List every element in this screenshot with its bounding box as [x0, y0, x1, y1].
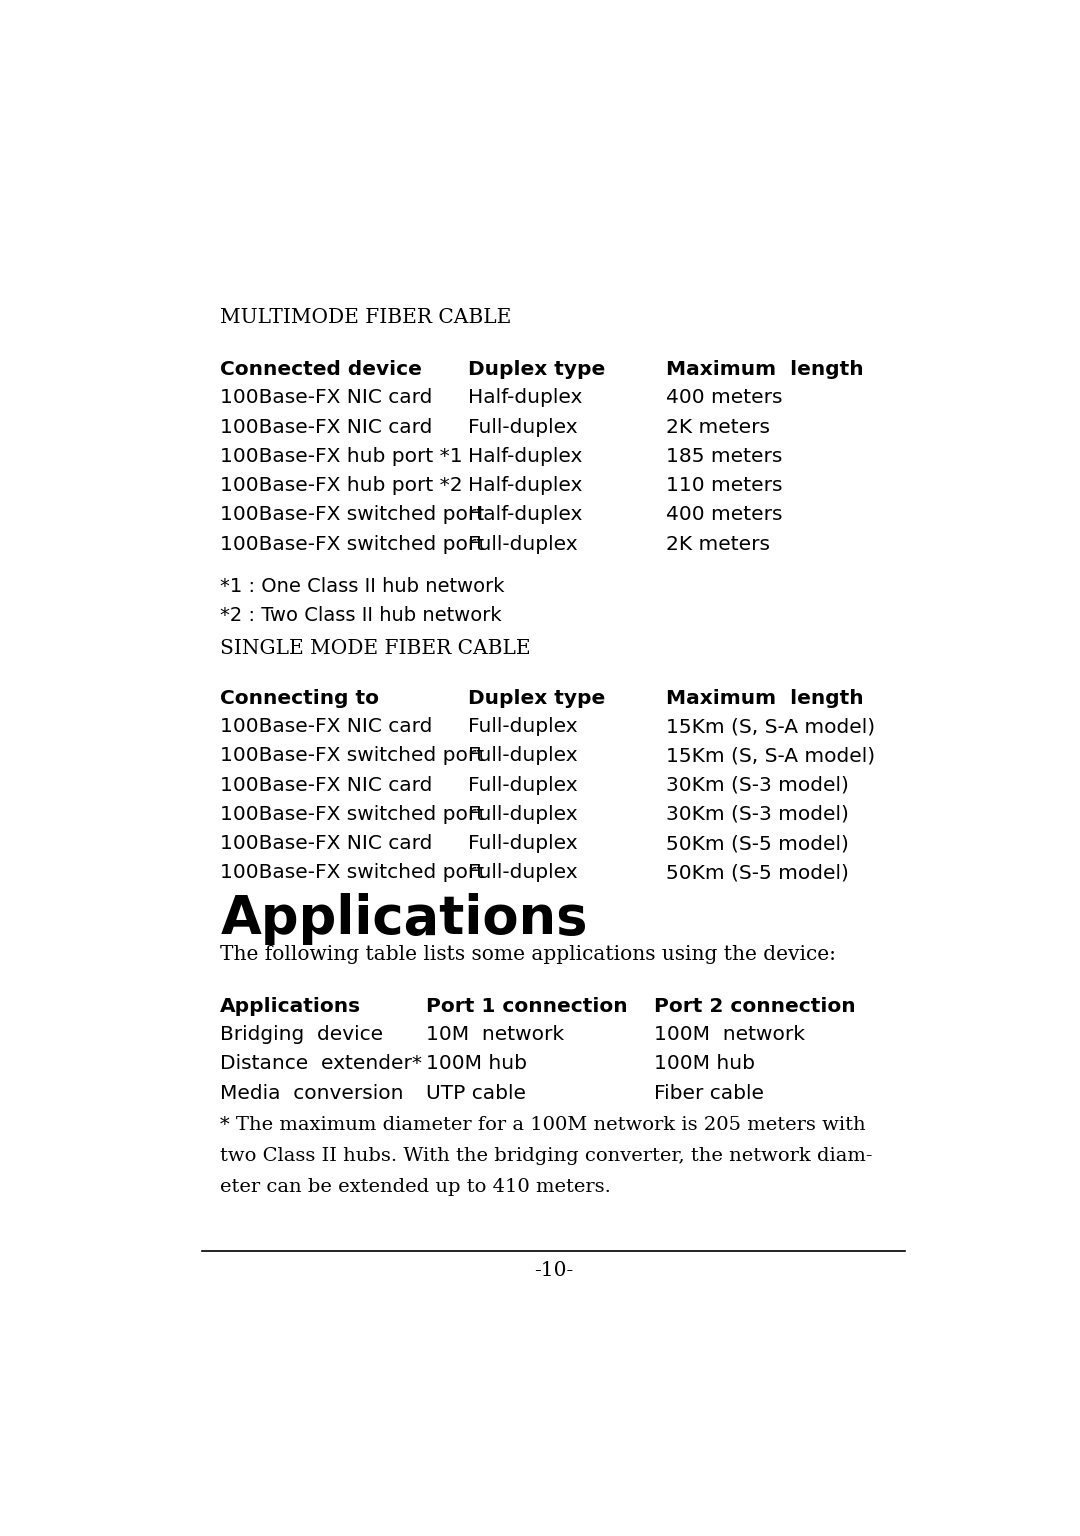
Text: 100Base-FX switched port: 100Base-FX switched port — [220, 505, 484, 524]
Text: 2K meters: 2K meters — [666, 535, 770, 553]
Text: 100Base-FX NIC card: 100Base-FX NIC card — [220, 834, 433, 852]
Text: Full-duplex: Full-duplex — [469, 834, 578, 852]
Text: eter can be extended up to 410 meters.: eter can be extended up to 410 meters. — [220, 1178, 611, 1195]
Text: 100Base-FX switched port: 100Base-FX switched port — [220, 863, 484, 883]
Text: * The maximum diameter for a 100M network is 205 meters with: * The maximum diameter for a 100M networ… — [220, 1117, 866, 1134]
Text: -10-: -10- — [534, 1261, 573, 1279]
Text: Duplex type: Duplex type — [469, 688, 606, 708]
Text: 100Base-FX NIC card: 100Base-FX NIC card — [220, 776, 433, 794]
Text: Half-duplex: Half-duplex — [469, 389, 582, 407]
Text: 100M hub: 100M hub — [654, 1054, 755, 1074]
Text: 110 meters: 110 meters — [666, 476, 782, 495]
Text: 100M hub: 100M hub — [426, 1054, 527, 1074]
Text: Media  conversion: Media conversion — [220, 1084, 404, 1103]
Text: 400 meters: 400 meters — [666, 505, 782, 524]
Text: 100M  network: 100M network — [654, 1025, 806, 1044]
Text: 100Base-FX NIC card: 100Base-FX NIC card — [220, 717, 433, 736]
Text: Bridging  device: Bridging device — [220, 1025, 383, 1044]
Text: *1 : One Class II hub network: *1 : One Class II hub network — [220, 578, 504, 596]
Text: Half-duplex: Half-duplex — [469, 476, 582, 495]
Text: 100Base-FX switched port: 100Base-FX switched port — [220, 746, 484, 765]
Text: 185 meters: 185 meters — [666, 447, 782, 465]
Text: Applications: Applications — [220, 892, 588, 945]
Text: 100Base-FX switched port: 100Base-FX switched port — [220, 535, 484, 553]
Text: 50Km (S-5 model): 50Km (S-5 model) — [666, 863, 849, 883]
Text: Half-duplex: Half-duplex — [469, 505, 582, 524]
Text: 50Km (S-5 model): 50Km (S-5 model) — [666, 834, 849, 852]
Text: Maximum  length: Maximum length — [666, 359, 864, 379]
Text: Distance  extender*: Distance extender* — [220, 1054, 422, 1074]
Text: Full-duplex: Full-duplex — [469, 863, 578, 883]
Text: *2 : Two Class II hub network: *2 : Two Class II hub network — [220, 607, 502, 625]
Text: 100Base-FX switched port: 100Base-FX switched port — [220, 805, 484, 823]
Text: Port 2 connection: Port 2 connection — [654, 997, 855, 1015]
Text: Maximum  length: Maximum length — [666, 688, 864, 708]
Text: 100Base-FX hub port *2: 100Base-FX hub port *2 — [220, 476, 463, 495]
Text: Full-duplex: Full-duplex — [469, 746, 578, 765]
Text: 15Km (S, S-A model): 15Km (S, S-A model) — [666, 746, 875, 765]
Text: Fiber cable: Fiber cable — [654, 1084, 765, 1103]
Text: Full-duplex: Full-duplex — [469, 717, 578, 736]
Text: Full-duplex: Full-duplex — [469, 418, 578, 436]
Text: The following table lists some applications using the device:: The following table lists some applicati… — [220, 945, 836, 965]
Text: 100Base-FX hub port *1: 100Base-FX hub port *1 — [220, 447, 463, 465]
Text: 100Base-FX NIC card: 100Base-FX NIC card — [220, 418, 433, 436]
Text: 10M  network: 10M network — [426, 1025, 564, 1044]
Text: UTP cable: UTP cable — [426, 1084, 526, 1103]
Text: 100Base-FX NIC card: 100Base-FX NIC card — [220, 389, 433, 407]
Text: 30Km (S-3 model): 30Km (S-3 model) — [666, 805, 849, 823]
Text: Applications: Applications — [220, 997, 362, 1015]
Text: Connecting to: Connecting to — [220, 688, 379, 708]
Text: 2K meters: 2K meters — [666, 418, 770, 436]
Text: 15Km (S, S-A model): 15Km (S, S-A model) — [666, 717, 875, 736]
Text: 400 meters: 400 meters — [666, 389, 782, 407]
Text: two Class II hubs. With the bridging converter, the network diam-: two Class II hubs. With the bridging con… — [220, 1147, 873, 1164]
Text: Port 1 connection: Port 1 connection — [426, 997, 627, 1015]
Text: Duplex type: Duplex type — [469, 359, 606, 379]
Text: Full-duplex: Full-duplex — [469, 805, 578, 823]
Text: Half-duplex: Half-duplex — [469, 447, 582, 465]
Text: MULTIMODE FIBER CABLE: MULTIMODE FIBER CABLE — [220, 307, 512, 327]
Text: SINGLE MODE FIBER CABLE: SINGLE MODE FIBER CABLE — [220, 639, 531, 657]
Text: Full-duplex: Full-duplex — [469, 535, 578, 553]
Text: Connected device: Connected device — [220, 359, 422, 379]
Text: 30Km (S-3 model): 30Km (S-3 model) — [666, 776, 849, 794]
Text: Full-duplex: Full-duplex — [469, 776, 578, 794]
